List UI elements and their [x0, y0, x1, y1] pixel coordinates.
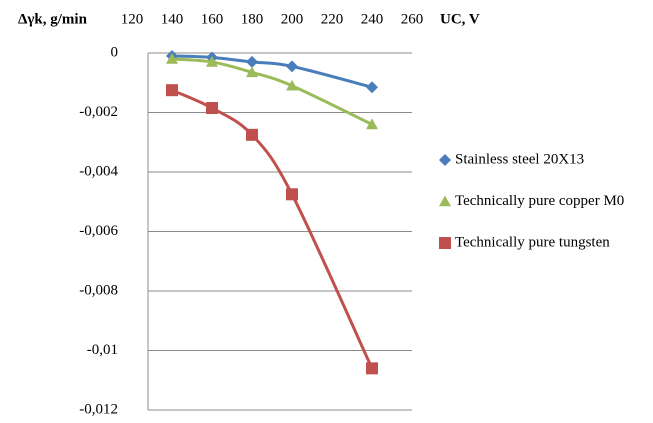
marker	[246, 55, 258, 68]
marker	[246, 128, 258, 141]
y-tick-label: -0,012	[79, 401, 118, 417]
y-tick-label: -0,008	[79, 282, 118, 298]
marker	[286, 188, 298, 201]
x-tick-label: 200	[281, 11, 304, 27]
x-tick-label: 140	[161, 11, 184, 27]
y-axis-label: Δγk, g/min	[18, 11, 88, 27]
marker	[206, 55, 218, 67]
marker	[286, 79, 298, 91]
legend-marker	[439, 154, 451, 166]
legend-label: Technically pure copper M0	[455, 193, 624, 209]
x-tick-label: 260	[401, 11, 424, 27]
x-tick-label: 120	[121, 11, 144, 27]
x-tick-label: 220	[321, 11, 344, 27]
y-tick-label: -0,004	[79, 163, 118, 179]
x-tick-label: 240	[361, 11, 384, 27]
series-line	[171, 88, 374, 369]
marker	[246, 66, 258, 78]
x-axis-label: UC, V	[440, 11, 480, 27]
marker	[166, 52, 178, 64]
marker	[366, 362, 378, 375]
legend-marker	[439, 195, 451, 207]
legend-marker	[439, 237, 451, 249]
marker	[166, 84, 178, 97]
marker	[366, 81, 378, 94]
legend-label: Technically pure tungsten	[455, 234, 610, 250]
marker	[286, 60, 298, 73]
y-tick-label: -0,002	[79, 104, 118, 120]
legend-label: Stainless steel 20X13	[455, 151, 584, 167]
y-tick-label: -0,01	[87, 342, 118, 358]
x-tick-label: 160	[201, 11, 224, 27]
marker	[206, 102, 218, 115]
marker	[366, 118, 378, 130]
x-tick-label: 180	[241, 11, 264, 27]
y-tick-label: -0,006	[79, 223, 118, 239]
y-tick-label: 0	[111, 44, 119, 60]
series-line	[171, 57, 373, 126]
